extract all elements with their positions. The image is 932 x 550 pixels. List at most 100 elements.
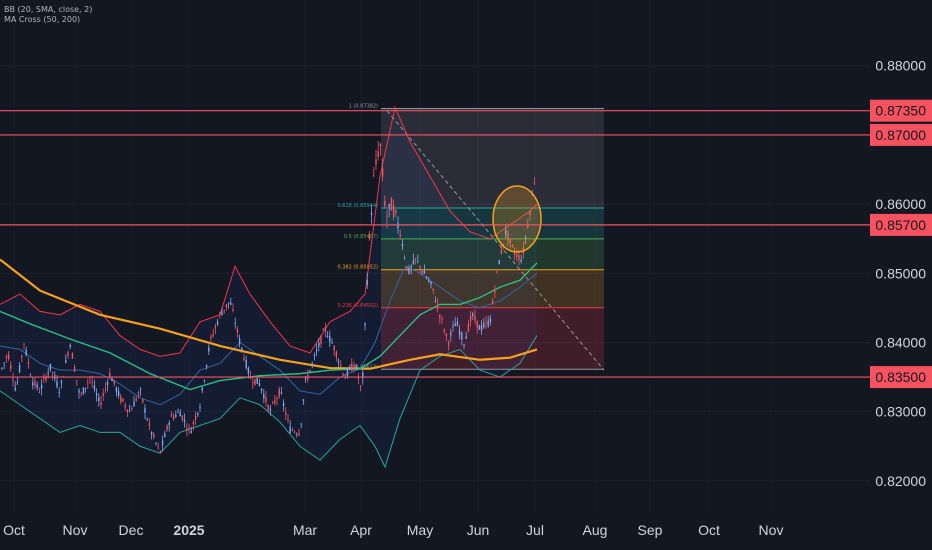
candle-body	[80, 393, 82, 395]
candle-body	[359, 385, 362, 387]
fib-level-label: 0.236 (0.84502)	[338, 303, 379, 309]
candle-body	[265, 396, 267, 403]
candle-body	[527, 224, 529, 228]
series-ma50	[0, 262, 538, 391]
candle-body	[439, 314, 441, 318]
price-level-tag	[870, 213, 932, 236]
candle-body	[40, 384, 43, 389]
candle-body	[375, 159, 377, 165]
candle-body	[3, 362, 5, 364]
candle-body	[357, 378, 360, 380]
candle-body	[293, 431, 296, 433]
candle-body	[227, 302, 230, 304]
candle-body	[71, 353, 74, 359]
candle-body	[518, 254, 520, 261]
candle-body	[476, 320, 478, 328]
candle-body	[302, 399, 305, 401]
price-level-label: 0.87000	[875, 127, 926, 143]
candle-body	[7, 354, 10, 360]
candle-body	[267, 404, 269, 411]
candle-body	[278, 388, 280, 397]
time-axis[interactable]: Oct Nov Dec 2025 Mar Apr May Jun Jul Aug Sep Oct Nov	[3, 522, 783, 538]
candle-body	[16, 382, 19, 384]
time-tick-label: Jul	[526, 522, 544, 538]
candle-body	[100, 402, 102, 406]
candle-body	[18, 365, 21, 372]
candle-body	[36, 384, 38, 388]
candle-body	[410, 265, 412, 268]
price-tick-label: 0.85000	[875, 265, 926, 281]
candle-body	[155, 442, 157, 444]
candle-body	[183, 419, 186, 422]
price-tick-label: 0.83000	[875, 404, 926, 420]
candle-body	[454, 323, 456, 327]
candle-body	[296, 434, 298, 435]
candle-body	[232, 309, 234, 311]
candle-body	[309, 370, 311, 373]
candle-body	[197, 412, 199, 415]
candle-body	[458, 330, 461, 336]
trend-line[interactable]	[386, 110, 605, 371]
candle-body	[91, 381, 93, 384]
candle-body	[111, 378, 113, 381]
candle-body	[474, 315, 476, 321]
candle-body	[388, 203, 390, 208]
fibonacci-retracement[interactable]: 1 (0.87382) 0.618 (0.85944) 0.5 (0.85497) 0…	[338, 103, 604, 370]
highlight-ellipse[interactable]	[492, 185, 542, 253]
candle-body	[95, 393, 98, 396]
ma-cross-legend[interactable]: MA Cross (50, 200)	[4, 15, 81, 24]
fib-zone	[381, 238, 604, 270]
candle-body	[291, 430, 294, 431]
candle-body	[168, 422, 170, 426]
candle-body	[252, 382, 254, 384]
time-tick-label: Oct	[698, 522, 720, 538]
candle-body	[489, 318, 492, 322]
candle-body	[485, 321, 487, 323]
candle-body	[181, 415, 184, 420]
candle-body	[403, 257, 406, 259]
candle-body	[280, 392, 283, 394]
candle-body	[432, 288, 434, 291]
candle-body	[157, 446, 159, 447]
candle-body	[236, 328, 239, 333]
candle-body	[254, 379, 256, 385]
candle-body	[370, 212, 373, 216]
candle-body	[315, 349, 318, 352]
horizontal-price-levels[interactable]: 0.87350 0.87000 0.85700 0.83500	[0, 99, 932, 389]
candle-body	[34, 380, 36, 386]
candle-body	[498, 260, 500, 265]
candle-body	[146, 419, 148, 421]
candle-body	[333, 345, 335, 351]
candle-body	[188, 427, 190, 429]
time-tick-label: Nov	[759, 522, 784, 538]
candle-body	[381, 168, 384, 177]
time-tick-label: Apr	[350, 522, 372, 538]
candle-body	[120, 396, 122, 402]
candle-body	[368, 234, 371, 240]
candle-body	[366, 279, 368, 285]
candle-body	[487, 320, 489, 327]
candle-body	[225, 304, 228, 308]
candle-body	[419, 266, 421, 269]
candle-body	[137, 392, 140, 395]
candle-body	[465, 336, 467, 339]
candle-body	[516, 253, 518, 258]
chart-grid	[0, 65, 870, 482]
candle-body	[243, 357, 245, 360]
candle-body	[58, 391, 60, 393]
candle-body	[216, 321, 219, 325]
candle-body	[271, 402, 274, 404]
candle-body	[430, 281, 432, 285]
candle-body	[337, 360, 340, 363]
candle-body	[241, 347, 243, 350]
candle-body	[496, 269, 498, 271]
price-axis[interactable]: 0.88000 0.86000 0.85000 0.84000 0.83000 0.820…	[875, 58, 926, 489]
candle-body	[509, 238, 511, 243]
candle-body	[221, 312, 223, 316]
candle-body	[505, 230, 507, 235]
time-tick-label: Mar	[293, 522, 317, 538]
candle-body	[289, 426, 291, 433]
bollinger-bands-legend[interactable]: BB (20, SMA, close, 2)	[4, 5, 93, 14]
candle-body	[340, 365, 342, 366]
